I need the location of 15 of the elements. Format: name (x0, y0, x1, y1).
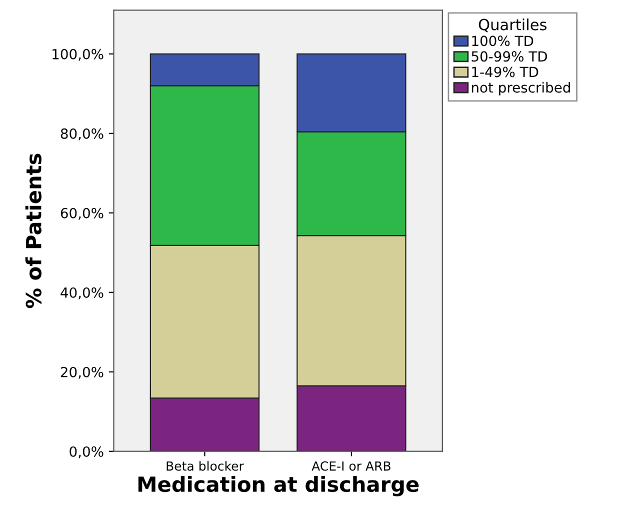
y-tick-label: 40,0% (60, 287, 104, 300)
legend-title: Quartiles (478, 18, 546, 32)
y-tick-label: 100,0% (52, 48, 104, 61)
x-tick-label: ACE-I or ARB (312, 461, 390, 471)
legend-label: not prescribed (472, 82, 570, 96)
legend-label: 50-99% TD (472, 51, 548, 62)
legend-label: 100% TD (472, 36, 534, 46)
legend-label: 1-49% TD (472, 66, 538, 78)
y-tick-label: 80,0% (60, 128, 104, 140)
y-tick-label: 0,0% (70, 446, 104, 458)
y-axis-title: % of Patients (25, 154, 42, 308)
y-tick-label: 20,0% (60, 366, 104, 379)
x-tick-label: Beta blocker (166, 461, 244, 471)
x-axis-title: Medication at discharge (138, 476, 419, 496)
y-tick-label: 60,0% (60, 208, 104, 220)
